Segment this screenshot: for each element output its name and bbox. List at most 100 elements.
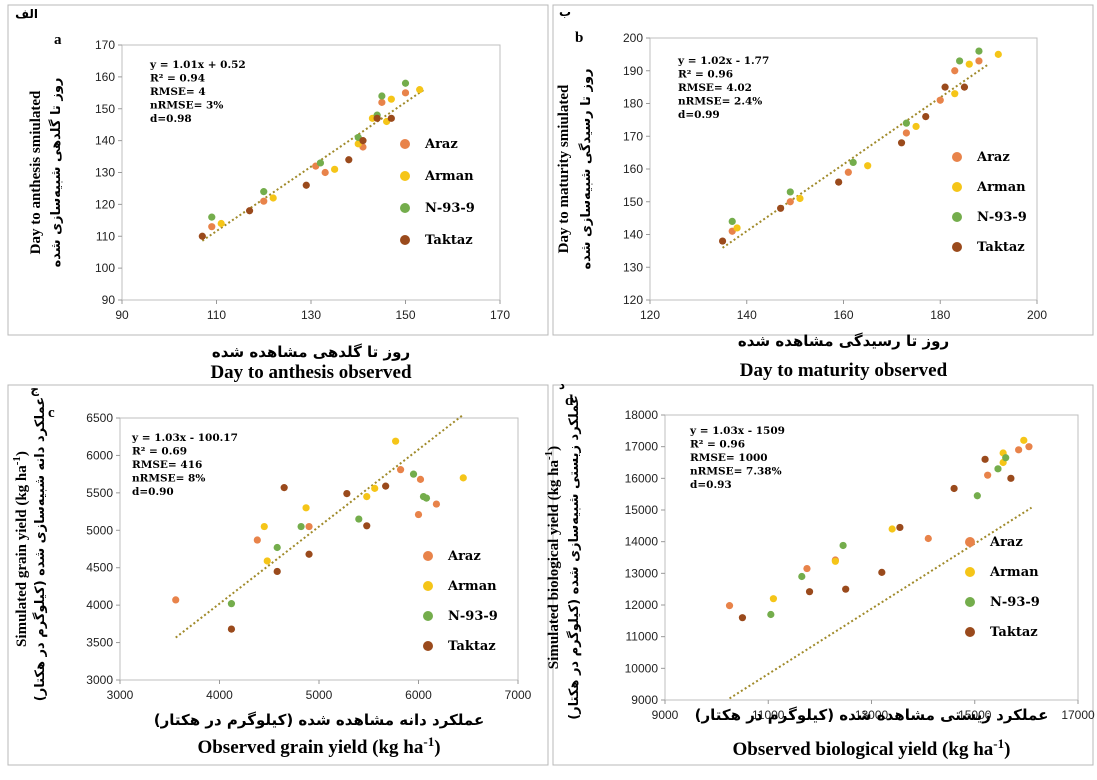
data-point [343, 490, 351, 498]
series-taktaz [718, 83, 969, 245]
data-point [902, 129, 910, 137]
stat-line: R² = 0.69 [132, 446, 187, 458]
data-point [396, 466, 405, 474]
y-tick-label: 170 [623, 129, 643, 143]
data-point [994, 50, 1002, 58]
data-point [217, 219, 225, 228]
y-tick-label: 18000 [625, 408, 659, 422]
data-point [975, 57, 983, 65]
data-point [897, 139, 906, 147]
data-point [973, 492, 981, 500]
chart-panel-d: 9000 11000 13000 15000 17000 9000 10000 11000 12… [543, 378, 1095, 766]
x-axis-label: Day to maturity observed [740, 360, 948, 381]
x-tick-label: 90 [115, 308, 129, 322]
stat-line: nRMSE= 8% [132, 473, 205, 485]
data-point [302, 181, 310, 189]
x-tick-label: 9000 [652, 708, 679, 722]
data-point [803, 564, 811, 573]
x-tick-label: 110 [207, 308, 226, 322]
data-point [849, 158, 857, 167]
data-point [227, 625, 236, 633]
x-tick-label: 170 [490, 308, 510, 322]
data-point [260, 188, 268, 196]
y-axis-label: Simulated biological yield (kg ha-1) [543, 446, 562, 669]
legend-label-araz: Araz [976, 150, 1010, 165]
chart-panel-a: 90 110 130 150 170 90 100 110 120 130 140 150 160 170… [7, 4, 549, 383]
data-point [733, 224, 741, 232]
series-araz [172, 466, 441, 604]
legend-label-taktaz: Taktaz [977, 240, 1025, 255]
data-point [777, 204, 785, 212]
data-point [305, 550, 313, 558]
stat-line: nRMSE= 3% [150, 100, 223, 112]
data-point [387, 114, 395, 122]
data-point [331, 165, 339, 173]
series-n-93-9 [767, 454, 1010, 619]
data-point [864, 162, 872, 170]
data-point [302, 504, 310, 512]
legend-label-n-93-9: N-93-9 [977, 210, 1027, 225]
legend-marker-arman [423, 581, 433, 591]
data-point [321, 168, 329, 177]
y-tick-label: 10000 [625, 661, 659, 675]
data-point [316, 159, 325, 167]
data-point [844, 168, 852, 176]
y-tick-label: 160 [95, 70, 115, 84]
data-point [382, 482, 390, 490]
data-point [392, 437, 400, 445]
x-tick-label: 200 [1027, 308, 1047, 322]
data-point [839, 541, 847, 550]
y-axis-label-fa: عملکرد دانه شبیه‌سازی شده (کیلوگرم در هک… [32, 397, 48, 701]
series-n-93-9 [227, 470, 431, 608]
data-point [416, 475, 425, 483]
data-point [227, 600, 236, 608]
data-point [253, 536, 261, 544]
y-tick-label: 140 [95, 134, 115, 148]
y-tick-label: 5500 [86, 486, 113, 500]
y-tick-label: 6500 [86, 411, 113, 425]
data-point [273, 543, 281, 552]
data-point [280, 484, 288, 492]
data-point [924, 534, 932, 543]
stat-line: y = 1.03x - 1509 [689, 425, 785, 437]
chart-panel-b: 120 140 160 180 200 120 130 140 150 160 170 180 190 2… [552, 4, 1094, 381]
data-point [1002, 454, 1010, 462]
stat-line: d=0.98 [150, 113, 192, 125]
legend-marker-taktaz [423, 641, 433, 651]
stat-line: RMSE= 1000 [690, 452, 768, 464]
series-araz [728, 57, 983, 235]
legend-marker-araz [400, 139, 410, 149]
x-axis-label: Observed biological yield (kg ha-1) [733, 736, 1011, 761]
x-tick-label: 120 [640, 308, 660, 322]
data-point [432, 500, 441, 508]
x-tick-label: 150 [395, 308, 415, 322]
data-point [269, 194, 277, 202]
y-tick-label: 9000 [631, 693, 658, 707]
stat-line: y = 1.02x - 1.77 [677, 55, 769, 67]
legend-label-n-93-9: N-93-9 [990, 595, 1040, 610]
legend-marker-taktaz [965, 627, 975, 637]
series-taktaz [198, 114, 395, 240]
data-point [805, 588, 814, 596]
x-axis-label: Observed grain yield (kg ha-1) [197, 734, 440, 759]
y-tick-label: 150 [623, 195, 643, 209]
y-tick-label: 180 [623, 97, 643, 111]
y-tick-label: 14000 [625, 535, 659, 549]
data-point [373, 114, 381, 122]
stat-line: R² = 0.96 [690, 439, 745, 451]
data-point [965, 60, 973, 68]
x-tick-label: 17000 [1061, 708, 1095, 722]
data-point [984, 471, 992, 479]
x-tick-label: 3000 [107, 688, 134, 702]
stat-line: d=0.93 [690, 479, 732, 491]
data-point [409, 470, 418, 478]
series-n-93-9 [208, 79, 410, 221]
data-point [1020, 436, 1028, 444]
x-tick-label: 140 [737, 308, 757, 322]
data-point [1007, 474, 1015, 482]
data-point [786, 188, 794, 196]
y-tick-label: 160 [623, 162, 643, 176]
legend-marker-araz [952, 152, 962, 162]
x-axis-label-fa: روز تا رسیدگی مشاهده شده [738, 332, 949, 350]
